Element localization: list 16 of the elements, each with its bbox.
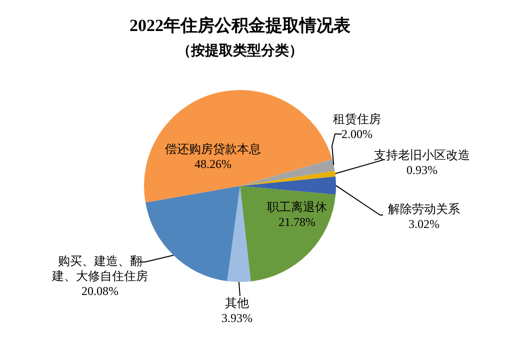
data-label: 2.00% [342,127,372,142]
data-label: 20.08% [82,284,118,298]
chart-title: 2022年住房公积金提取情况表 [128,15,352,37]
slice-label: 支持老旧小区改造 [374,148,470,162]
chart-subtitle: （按提取类型分类） [176,42,304,60]
slice-label: 职工离退休 [267,200,327,214]
data-label: 3.93% [222,311,252,326]
slice-label: 解除劳动关系 [388,202,460,216]
data-label: 0.93% [406,163,438,178]
slice-label: 其他 [225,296,249,310]
data-label: 21.78% [278,215,316,230]
slice-label: 购买、建造、翻建、大修自住住房 [51,254,148,284]
slice-label: 租赁住房 [333,112,381,126]
data-label: 48.26% [194,157,232,172]
slice-label: 偿还购房贷款本息 [165,142,261,156]
data-label: 3.02% [408,217,440,232]
